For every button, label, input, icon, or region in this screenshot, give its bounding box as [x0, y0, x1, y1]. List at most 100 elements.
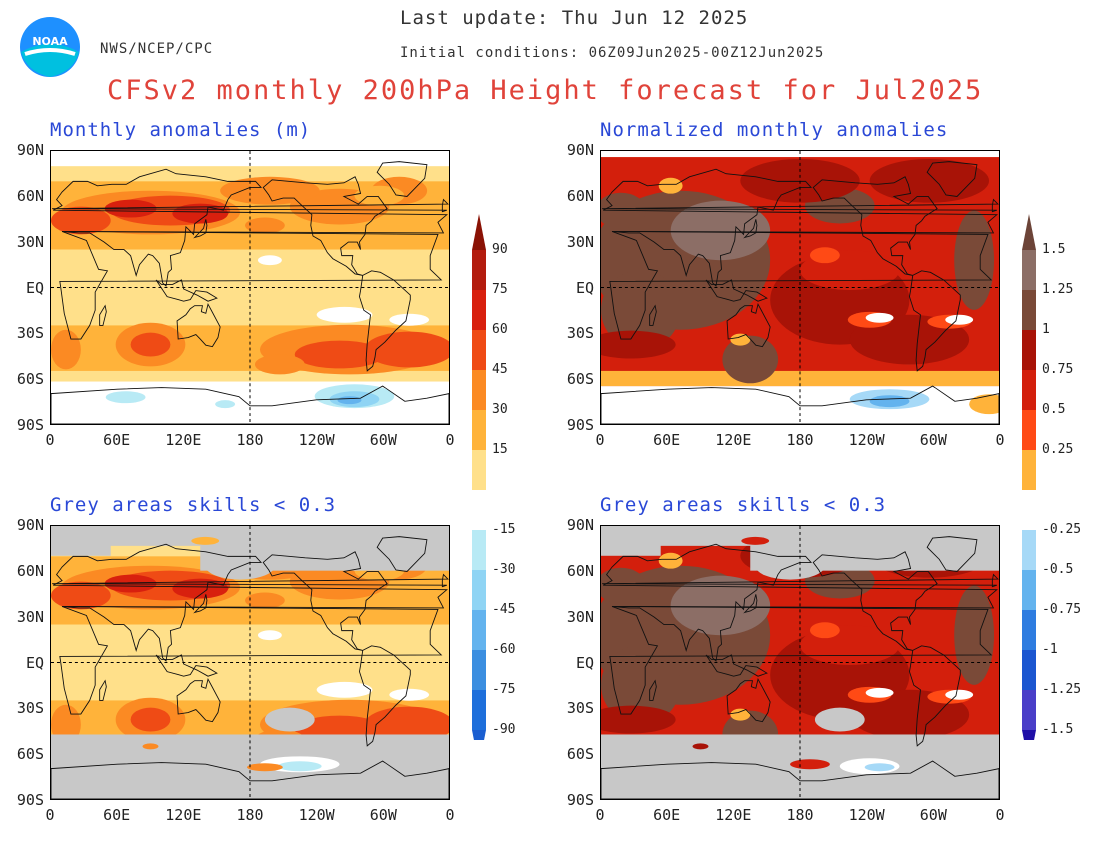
low-skill-mask	[601, 526, 661, 556]
anomaly-contour	[51, 581, 111, 610]
lon-tick-label: 0	[45, 806, 55, 824]
lon-tick-label: 0	[445, 431, 455, 449]
anomaly-contour	[869, 158, 990, 203]
colorbar-label: 30	[492, 402, 508, 417]
colorbar-segment	[1022, 250, 1036, 290]
coastline	[705, 654, 768, 677]
low-skill-mask	[814, 707, 865, 732]
coastline	[602, 198, 999, 213]
anomaly-contour	[105, 391, 146, 404]
lon-tick-label: 120E	[715, 806, 752, 824]
last-update: Last update: Thu Jun 12 2025	[400, 7, 749, 29]
colorbar-segment	[472, 330, 486, 370]
lat-tick-label: 90S	[16, 416, 44, 434]
anomaly-band	[601, 386, 999, 424]
lat-tick-label: 60N	[566, 561, 594, 580]
coastline	[908, 270, 961, 372]
map-panel-monthly-anomalies	[50, 150, 450, 425]
coastline	[52, 573, 449, 588]
anomaly-contour	[741, 536, 770, 545]
coastlines-layer	[51, 536, 449, 799]
lon-tick-label: 120E	[165, 806, 202, 824]
colorbar-segment	[472, 490, 486, 530]
anomaly-contour	[869, 395, 910, 408]
anomaly-contour	[247, 763, 283, 772]
colorbar-label: -45	[492, 602, 516, 617]
lat-tick-label: 90N	[16, 516, 44, 534]
colorbar-segment	[1022, 370, 1036, 410]
anomaly-contour	[670, 575, 771, 636]
colorbar-label: 0.5	[1042, 402, 1066, 417]
coastline	[52, 543, 449, 662]
coastline	[601, 760, 999, 799]
anomaly-contour	[130, 707, 171, 732]
colorbar-segment	[472, 290, 486, 330]
lon-tick-label: 120W	[848, 806, 885, 824]
coastline	[99, 679, 107, 701]
coastline	[743, 219, 758, 239]
anomaly-contour	[601, 270, 681, 350]
anomaly-contour	[730, 708, 751, 721]
lat-tick-label: 90S	[16, 791, 44, 809]
anomaly-contour	[389, 688, 430, 701]
initial-conditions: Initial conditions: 06Z09Jun2025-00Z12Ju…	[400, 45, 825, 61]
colorbar-segment	[472, 250, 486, 290]
colorbar-segment	[472, 690, 486, 730]
colorbar-label: 90	[492, 242, 508, 257]
anomaly-contour	[337, 396, 362, 405]
anomaly-contour	[215, 400, 236, 409]
colorbar-bottom-arrow	[1022, 730, 1036, 766]
lon-tick-label: 0	[595, 431, 605, 449]
lon-tick-label: 0	[445, 806, 455, 824]
lon-tick-label: 60E	[653, 431, 681, 449]
lon-tick-label: 60W	[919, 806, 947, 824]
anomaly-contour	[790, 759, 830, 770]
colorbar-label: -75	[492, 682, 516, 697]
colorbar-label: 1	[1042, 322, 1050, 337]
colorbar-segment	[1022, 450, 1036, 490]
lat-tick-label: 90N	[566, 141, 594, 159]
coastline	[59, 230, 443, 340]
coastline	[926, 161, 978, 197]
anomaly-contour	[954, 585, 995, 685]
anomaly-contour	[601, 705, 676, 734]
lat-tick-label: 90S	[566, 416, 594, 434]
anomaly-contour	[316, 681, 373, 698]
coastline	[705, 279, 768, 302]
low-skill-mask	[299, 527, 449, 564]
lon-tick-label: 120E	[715, 431, 752, 449]
coastlines-layer	[601, 161, 999, 424]
coastline	[649, 679, 657, 701]
coastline	[376, 161, 428, 197]
coastline	[99, 304, 107, 326]
lat-tick-label: 60S	[16, 745, 44, 764]
colorbar-segment	[1022, 530, 1036, 570]
coastline	[262, 176, 388, 276]
lat-tick-label: 30N	[566, 232, 594, 251]
anomaly-contour	[658, 177, 683, 194]
lon-tick-label: 0	[995, 431, 1005, 449]
coastline	[609, 230, 993, 340]
low-skill-mask	[264, 707, 315, 732]
anomaly-contour	[257, 255, 282, 266]
colorbar-top-arrow	[1022, 214, 1036, 250]
colorbar-label: -0.25	[1042, 522, 1082, 537]
anomaly-contour	[354, 185, 405, 206]
anomaly-contour	[865, 687, 894, 698]
lat-tick-label: 30N	[566, 607, 594, 626]
coastline	[51, 760, 449, 799]
coastline	[602, 573, 999, 588]
lat-tick-label: 30N	[16, 607, 44, 626]
lon-tick-label: 180	[786, 806, 814, 824]
colorbar-label: 15	[492, 442, 508, 457]
colorbar-bottom-arrow	[472, 730, 486, 766]
lat-tick-label: 90N	[16, 141, 44, 159]
lon-tick-label: 60W	[919, 431, 947, 449]
lon-tick-label: 120W	[298, 431, 335, 449]
lon-tick-label: 0	[995, 806, 1005, 824]
lat-tick-label: 30S	[566, 324, 594, 343]
lat-tick-label: 30S	[566, 699, 594, 718]
colorbar-label: 75	[492, 282, 508, 297]
lon-tick-label: 60W	[369, 806, 397, 824]
lon-tick-label: 180	[236, 431, 264, 449]
